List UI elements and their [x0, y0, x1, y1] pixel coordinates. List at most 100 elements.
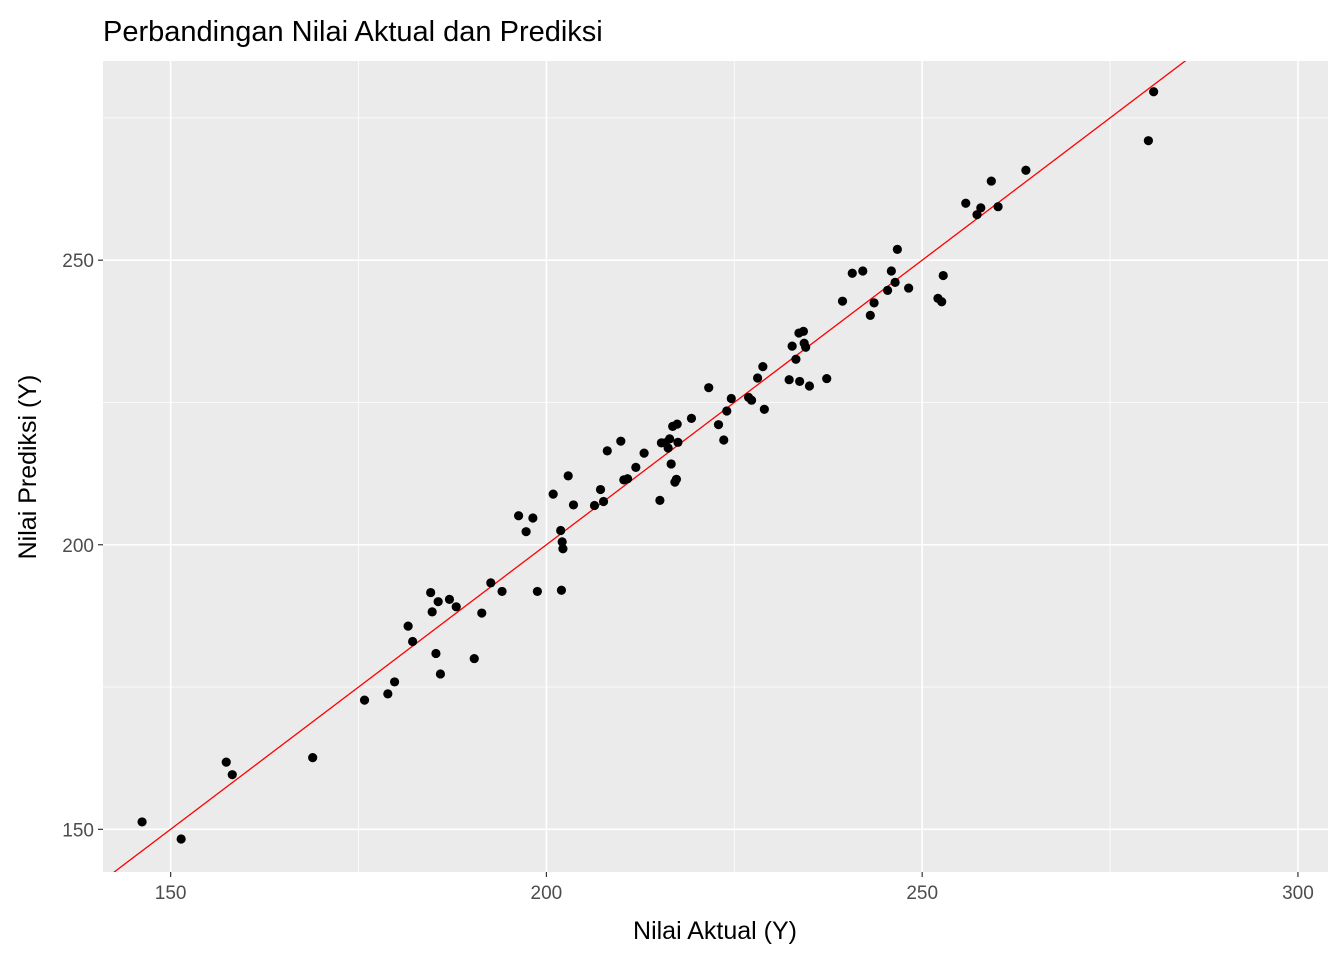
x-tick-label: 300: [1282, 883, 1314, 904]
plot-panel: [103, 61, 1328, 872]
data-point: [759, 404, 769, 414]
data-point: [497, 586, 507, 597]
data-point: [451, 602, 461, 612]
data-point: [822, 373, 832, 384]
data-point: [631, 462, 641, 472]
data-point: [865, 310, 875, 320]
data-point: [858, 266, 868, 276]
data-point: [426, 587, 436, 598]
data-point: [556, 585, 567, 595]
data-point: [556, 525, 566, 536]
data-point: [1265, 49, 1274, 58]
data-point: [521, 527, 531, 537]
data-point: [938, 270, 948, 281]
y-axis-title: Nilai Prediksi (Y): [14, 375, 42, 560]
data-points: [137, 49, 1274, 844]
data-point: [784, 375, 794, 385]
data-point: [1143, 136, 1153, 146]
data-point: [595, 484, 606, 495]
data-point: [383, 689, 393, 699]
data-point: [616, 436, 626, 446]
data-point: [937, 297, 947, 307]
data-point: [444, 594, 455, 604]
chart-title: Perbandingan Nilai Aktual dan Prediksi: [103, 16, 603, 48]
data-point: [673, 437, 683, 447]
data-point: [558, 544, 568, 554]
data-point: [557, 537, 567, 547]
data-point: [548, 489, 558, 499]
data-point: [704, 383, 714, 393]
data-point: [795, 376, 805, 387]
data-point: [722, 406, 732, 416]
data-point: [666, 459, 676, 469]
minor-gridlines: [103, 61, 1328, 872]
data-point: [486, 578, 496, 588]
data-point: [308, 753, 318, 763]
data-point: [221, 757, 231, 767]
data-point: [671, 474, 682, 484]
data-point: [435, 669, 446, 679]
data-point: [655, 495, 665, 505]
data-point: [513, 511, 524, 521]
data-point: [972, 210, 982, 220]
data-point: [892, 244, 902, 254]
x-tick-label: 200: [531, 883, 563, 904]
data-point: [1149, 87, 1159, 97]
data-point: [986, 176, 996, 186]
data-point: [622, 474, 633, 484]
data-point: [890, 277, 900, 287]
data-point: [787, 341, 797, 351]
data-point: [904, 283, 914, 293]
data-point: [713, 420, 724, 430]
data-point: [798, 326, 809, 336]
data-point: [746, 395, 757, 405]
data-point: [403, 621, 413, 631]
data-point: [427, 607, 437, 617]
data-point: [602, 446, 612, 456]
data-point: [801, 342, 811, 352]
data-point: [433, 597, 443, 607]
data-point: [568, 500, 579, 510]
data-point: [469, 653, 479, 664]
data-point: [176, 834, 186, 844]
data-point: [883, 285, 893, 295]
data-point: [758, 362, 768, 372]
data-point: [589, 500, 600, 511]
data-point: [359, 695, 370, 705]
data-point: [686, 413, 697, 424]
reference-line: [113, 61, 1187, 872]
data-point: [961, 198, 971, 208]
data-point: [227, 770, 237, 780]
data-point: [886, 266, 896, 276]
data-point: [804, 381, 815, 391]
y-axis-ticks: 150 200 250: [62, 251, 103, 841]
major-gridlines: [103, 61, 1328, 872]
x-tick-label: 250: [906, 883, 938, 904]
data-point: [663, 443, 673, 453]
data-point: [431, 648, 441, 659]
data-point: [532, 586, 542, 597]
data-point: [665, 434, 675, 444]
y-tick-label: 200: [62, 536, 94, 557]
data-point: [389, 677, 400, 687]
data-point: [137, 817, 147, 827]
data-point: [477, 608, 487, 618]
data-point: [672, 419, 682, 429]
data-point: [726, 393, 736, 404]
data-point: [993, 202, 1003, 212]
data-point: [976, 203, 986, 213]
data-point: [791, 354, 801, 364]
data-point: [752, 373, 763, 383]
data-point: [1021, 165, 1031, 175]
data-point: [408, 636, 418, 647]
data-point: [528, 513, 538, 523]
data-point: [847, 268, 857, 278]
data-point: [563, 471, 573, 481]
data-point: [598, 496, 609, 507]
data-point: [869, 298, 879, 308]
data-point: [719, 435, 729, 445]
data-point: [837, 296, 848, 306]
x-axis-ticks: 150 200 250 300: [155, 872, 1314, 904]
y-tick-label: 150: [62, 820, 94, 841]
